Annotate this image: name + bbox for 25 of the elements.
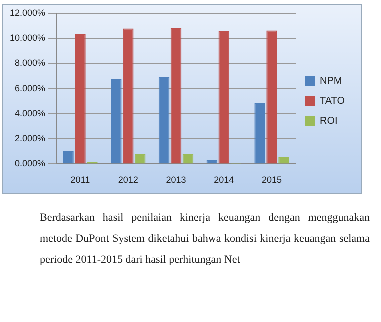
y-tick-label: 10.000% — [10, 33, 46, 44]
legend-label: TATO — [320, 96, 346, 107]
x-tick-label: 2015 — [262, 175, 282, 186]
y-tick-label: 12.000% — [10, 8, 46, 18]
y-tick-label: 2.000% — [15, 134, 46, 144]
x-tick-label: 2014 — [214, 175, 234, 186]
bar — [122, 28, 134, 164]
bar — [170, 28, 182, 164]
x-tick-label: 2013 — [166, 175, 186, 186]
legend-label: NPM — [320, 76, 342, 87]
bar — [158, 77, 170, 164]
y-tick-label: 8.000% — [15, 58, 46, 68]
y-tick-label: 0.000% — [15, 158, 46, 169]
bar — [218, 31, 230, 164]
x-tick-label: 2011 — [70, 175, 90, 186]
bar — [266, 30, 278, 164]
y-tick-label: 6.000% — [15, 83, 46, 94]
legend-label: ROI — [320, 116, 338, 127]
text: Berdasarkan hasil penilaian kinerja keuangan dengan menggunakan metode DuPont System diketahui bahwa kondisi kinerja keuangan selama periode 2011-2015 dari hasil perhitungan Net — [40, 211, 370, 268]
bar — [111, 79, 122, 164]
x-tick-label: 2012 — [118, 175, 138, 186]
y-tick-label: 4.000% — [15, 108, 46, 118]
bar — [254, 103, 266, 164]
bar — [206, 160, 218, 164]
bar — [75, 34, 86, 164]
